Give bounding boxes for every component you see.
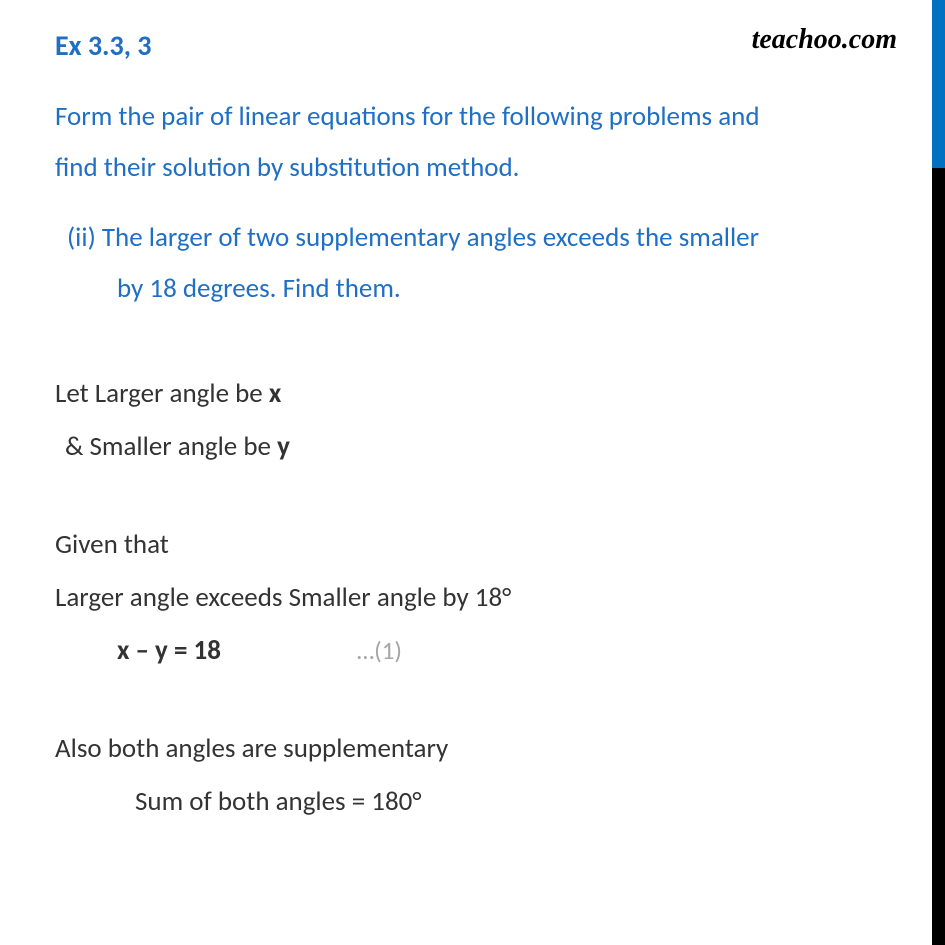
- let-smaller: & Smaller angle be y: [55, 421, 872, 472]
- given-that: Given that: [55, 519, 872, 570]
- let-larger: Let Larger angle be x: [55, 368, 872, 419]
- larger-exceeds: Larger angle exceeds Smaller angle by 18…: [55, 572, 872, 623]
- problem-subpart: (ii) The larger of two supplementary ang…: [55, 212, 872, 315]
- border-blue-segment: [932, 0, 945, 168]
- watermark: teachoo.com: [752, 24, 897, 56]
- problem-intro-line2: find their solution by substitution meth…: [55, 151, 520, 184]
- let-larger-var: x: [269, 377, 281, 410]
- equation-1-label: …(1): [357, 627, 402, 675]
- solution-body: Let Larger angle be x & Smaller angle be…: [55, 368, 872, 827]
- also-supplementary: Also both angles are supplementary: [55, 723, 872, 774]
- exercise-heading: Ex 3.3, 3: [55, 28, 872, 63]
- problem-sub-line1: (ii) The larger of two supplementary ang…: [67, 221, 759, 254]
- right-border: [932, 0, 945, 945]
- gap: [55, 475, 872, 519]
- gap: [55, 679, 872, 723]
- problem-intro-line1: Form the pair of linear equations for th…: [55, 100, 760, 133]
- sum-180: Sum of both angles = 180°: [55, 776, 872, 827]
- equation-1: x – y = 18: [117, 625, 221, 676]
- let-larger-pre: Let Larger angle be: [55, 377, 269, 410]
- content-area: Ex 3.3, 3 Form the pair of linear equati…: [0, 0, 932, 859]
- problem-intro: Form the pair of linear equations for th…: [55, 91, 872, 194]
- problem-sub-line2: by 18 degrees. Find them.: [67, 263, 872, 314]
- border-black-segment: [932, 168, 945, 945]
- let-smaller-pre: & Smaller angle be: [65, 430, 277, 463]
- let-smaller-var: y: [277, 430, 290, 463]
- equation-1-row: x – y = 18 …(1): [55, 625, 872, 676]
